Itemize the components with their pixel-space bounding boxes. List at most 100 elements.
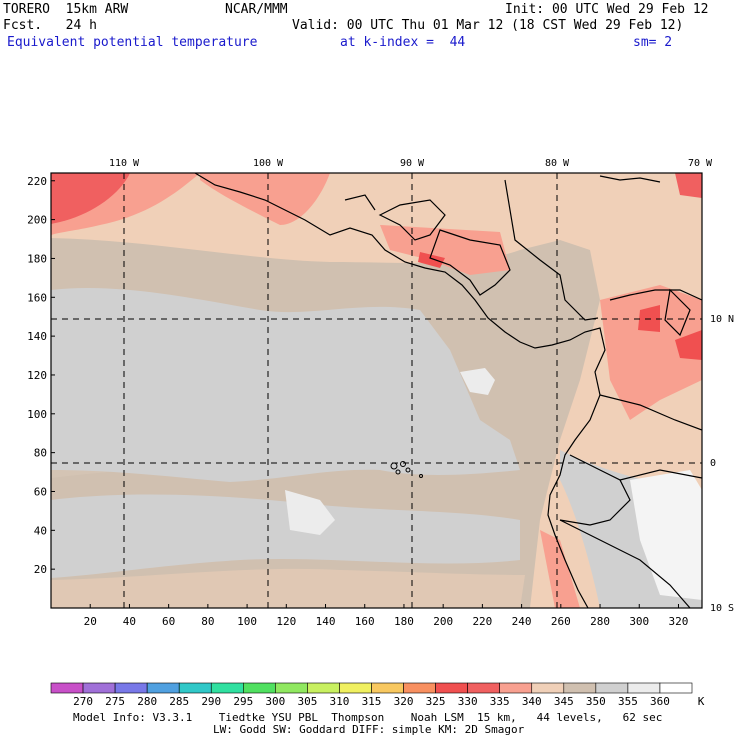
colorbar-label: 280 (137, 695, 157, 708)
field-name: Equivalent potential temperature (7, 35, 258, 50)
y-tick-label: 200 (27, 214, 47, 227)
colorbar-label: 290 (201, 695, 221, 708)
field-360-b (285, 490, 335, 535)
x-tick-label: 160 (355, 615, 375, 628)
yucatan-region (378, 199, 446, 241)
colorbar-swatch (499, 682, 533, 694)
x-tick-label: 60 (162, 615, 175, 628)
field-360-c (630, 470, 702, 600)
model-info-line1: Model Info: V3.3.1 Tiedtke YSU PBL Thomp… (73, 711, 663, 724)
colorbar-swatch (307, 682, 340, 694)
ecuador-border (559, 454, 631, 526)
y-tick-label: 160 (27, 291, 47, 304)
y-tick-label: 180 (27, 252, 47, 265)
x-tick-label: 120 (276, 615, 296, 628)
field-355-north (51, 288, 520, 482)
x-tick-label: 320 (669, 615, 689, 628)
field-340-peru (540, 530, 580, 608)
x-tick-label: 260 (551, 615, 571, 628)
y-tick-label: 60 (34, 485, 47, 498)
forecast-hour: Fcst. 24 h (3, 18, 97, 33)
x-tick-label: 140 (316, 615, 336, 628)
x-tick-label: 200 (433, 615, 453, 628)
colorbar-label: 350 (586, 695, 606, 708)
colorbar-swatch (403, 682, 436, 694)
colombia-border (599, 394, 702, 431)
colorbar-label: 270 (73, 695, 93, 708)
colorbar-swatch (82, 682, 116, 694)
colorbar-swatch (339, 682, 372, 694)
field-330-ne (675, 173, 702, 198)
colorbar-label: 300 (265, 695, 285, 708)
colorbar-label: 335 (490, 695, 510, 708)
x-tick-label: 40 (123, 615, 136, 628)
lat-labels: 10 N 0 10 S (710, 314, 734, 614)
colorbar-swatch (531, 682, 565, 694)
colorbar-label: 320 (394, 695, 414, 708)
colorbar-label: 360 (650, 695, 670, 708)
field-355-south (51, 494, 520, 578)
field-330-nw (51, 173, 130, 224)
colorbar-label: 345 (554, 695, 574, 708)
lon-label: 90 W (400, 158, 425, 169)
y-tick-label: 80 (34, 447, 47, 460)
colorbar-swatch (563, 682, 597, 694)
colorbar-swatch (275, 682, 308, 694)
lon-label: 110 W (109, 158, 140, 169)
x-tick-label: 180 (394, 615, 414, 628)
y-tick-label: 40 (34, 524, 47, 537)
x-tick-label: 80 (201, 615, 214, 628)
graticule (51, 173, 702, 608)
coastlines (194, 173, 702, 608)
x-tick-label: 20 (84, 615, 97, 628)
colorbar-unit: K (698, 695, 705, 708)
colorbar-swatch (50, 682, 84, 694)
colorbar-swatch (627, 682, 661, 694)
y-tick-label: 100 (27, 408, 47, 421)
colorbar-swatch (659, 682, 693, 694)
colorbar-swatch (114, 682, 148, 694)
colorbar-swatch (243, 682, 276, 694)
field-340-mexico (200, 173, 330, 225)
colorbar-label: 295 (233, 695, 253, 708)
x-tick-label: 240 (512, 615, 532, 628)
model-name: TORERO 15km ARW (3, 2, 129, 17)
colorbar-label: 355 (618, 695, 638, 708)
colorbar-swatch (371, 682, 404, 694)
colorbar-swatch (595, 682, 629, 694)
y-tick-label: 140 (27, 330, 47, 343)
pacific-coastline (194, 173, 606, 608)
colorbar-label: 340 (522, 695, 542, 708)
x-ticks: 20 40 60 80 100 120 140 160 180 200 220 240 260 280 30… (84, 604, 689, 628)
colorbar-label: 310 (330, 695, 350, 708)
venezuela-coast (609, 289, 702, 301)
colorbar-swatch (146, 682, 180, 694)
model-info-line2: LW: Godd SW: Goddard DIFF: simple KM: 2D… (213, 723, 525, 736)
field-360-a (460, 368, 495, 395)
x-tick-label: 100 (237, 615, 257, 628)
y-tick-label: 20 (34, 563, 47, 576)
colorbar: 270 275 280 285 290 295 300 305 310 315 320 325 330 3… (50, 682, 705, 708)
caribbean-islands (599, 175, 661, 183)
lat-label: 10 N (710, 314, 734, 325)
y-tick-label: 120 (27, 369, 47, 382)
caribbean-coast (504, 179, 599, 321)
y-ticks: 20 40 60 80 100 120 140 160 180 200 220 (27, 175, 55, 576)
gulf-coast-segment (344, 194, 376, 211)
colorbar-label: 285 (169, 695, 189, 708)
y-tick-label: 220 (27, 175, 47, 188)
level-index: at k-index = 44 (340, 35, 466, 50)
colorbar-label: 275 (105, 695, 125, 708)
init-time: Init: 00 UTC Wed 29 Feb 12 (505, 2, 709, 17)
field-330-venezuela (675, 330, 702, 360)
field-330-ca (418, 252, 445, 268)
lon-labels: 110 W 100 W 90 W 80 W 70 W (109, 158, 713, 169)
smoothing: sm= 2 (633, 35, 673, 50)
theta-e-field (51, 173, 702, 608)
x-tick-label: 280 (590, 615, 610, 628)
lon-label: 80 W (545, 158, 570, 169)
lon-label: 70 W (688, 158, 713, 169)
map-frame (50, 172, 703, 609)
colorbar-swatch (435, 682, 468, 694)
